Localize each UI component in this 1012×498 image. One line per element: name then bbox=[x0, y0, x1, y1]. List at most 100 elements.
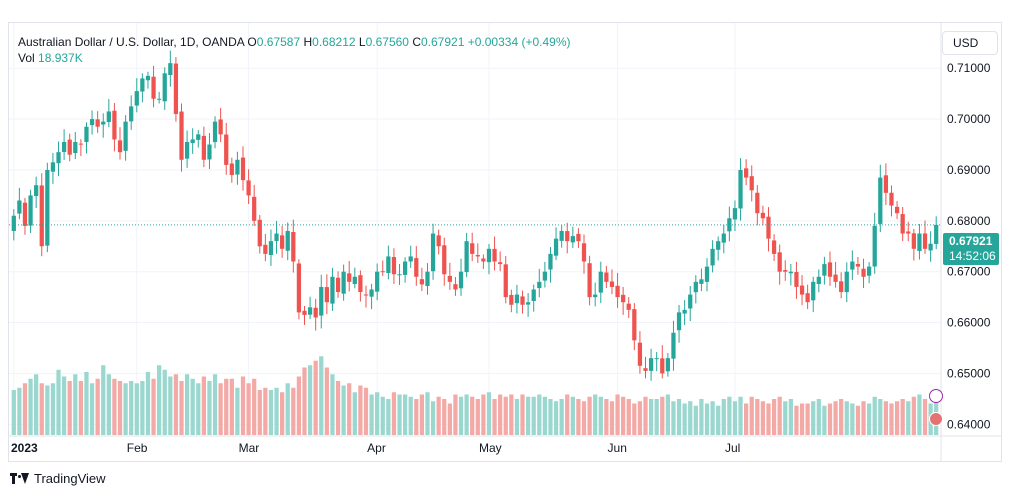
volume-bar bbox=[436, 396, 441, 435]
volume-bar bbox=[375, 392, 380, 435]
volume-bar bbox=[274, 387, 279, 435]
volume-bar bbox=[246, 383, 251, 435]
candle-body bbox=[335, 277, 341, 293]
candle-body bbox=[229, 163, 234, 176]
candle-body bbox=[794, 271, 799, 287]
volume-bar bbox=[794, 405, 799, 435]
open-label: O bbox=[247, 35, 257, 49]
volume-bar bbox=[688, 401, 693, 435]
volume-bar bbox=[22, 383, 28, 435]
candle-body bbox=[151, 76, 156, 99]
candle-body bbox=[34, 185, 39, 197]
candle-body bbox=[313, 307, 318, 318]
volume-bar bbox=[850, 403, 855, 435]
volume-bar bbox=[682, 403, 687, 435]
volume-bar bbox=[39, 383, 44, 435]
volume-bar bbox=[805, 403, 810, 435]
volume-bar bbox=[414, 399, 419, 435]
candle-body bbox=[274, 233, 279, 242]
change-value: +0.00334 (+0.49%) bbox=[467, 35, 571, 49]
volume-bar bbox=[565, 394, 570, 435]
candle-body bbox=[553, 238, 559, 256]
candlestick-chart[interactable]: 0.71000 0.70000 0.69000 0.68000 0.67000 0.660… bbox=[9, 23, 1001, 461]
candle-body bbox=[129, 106, 134, 122]
volume-bar bbox=[632, 403, 637, 435]
candle-body bbox=[95, 119, 100, 127]
volume-bar bbox=[123, 383, 128, 435]
candle-body bbox=[537, 281, 542, 289]
candle-body bbox=[101, 121, 106, 125]
event-marker-icon[interactable] bbox=[929, 389, 943, 403]
y-tick-label: 0.66000 bbox=[947, 316, 991, 330]
volume-bar bbox=[67, 381, 72, 435]
candle-body bbox=[693, 281, 698, 293]
volume-bar bbox=[252, 378, 257, 435]
candle-body bbox=[581, 243, 587, 262]
volume-bar bbox=[732, 401, 738, 435]
candle-body bbox=[123, 121, 128, 151]
volume-bar bbox=[498, 394, 503, 435]
candle-body bbox=[481, 258, 486, 262]
volume-bar bbox=[425, 392, 430, 435]
volume-bar bbox=[352, 392, 357, 435]
candle-body bbox=[906, 231, 911, 234]
bar-countdown: 14:52:06 bbox=[949, 249, 996, 263]
candle-body bbox=[682, 309, 687, 314]
volume-bar bbox=[861, 401, 866, 435]
candle-body bbox=[207, 144, 212, 160]
candle-body bbox=[224, 134, 229, 165]
close-value: 0.67921 bbox=[421, 35, 465, 49]
symbol-title: Australian Dollar / U.S. Dollar, 1D, OAN… bbox=[18, 35, 245, 49]
x-tick-label: Jun bbox=[608, 441, 627, 455]
volume-legend: Vol 18.937K bbox=[18, 51, 83, 65]
candle-body bbox=[201, 135, 206, 160]
volume-bar bbox=[654, 399, 659, 435]
candle-body bbox=[470, 243, 475, 254]
last-price-tag: 0.67921 14:52:06 bbox=[943, 233, 999, 265]
volume-bar bbox=[307, 365, 313, 435]
volume-bar bbox=[671, 401, 676, 435]
volume-bar bbox=[140, 381, 145, 435]
volume-bar bbox=[889, 403, 894, 435]
candle-body bbox=[140, 78, 145, 92]
flag-icon[interactable] bbox=[929, 412, 943, 426]
candle-body bbox=[324, 287, 329, 303]
candle-body bbox=[816, 276, 821, 284]
candle-body bbox=[56, 152, 61, 164]
candle-body bbox=[570, 236, 575, 243]
candle-body bbox=[157, 98, 162, 100]
volume-bar bbox=[268, 390, 274, 435]
volume-bar bbox=[224, 378, 229, 435]
candle-body bbox=[704, 266, 710, 282]
tradingview-brand[interactable]: TradingView bbox=[10, 471, 106, 486]
x-tick-label: Apr bbox=[367, 441, 386, 455]
volume-bar bbox=[626, 399, 631, 435]
currency-button[interactable]: USD bbox=[942, 31, 998, 55]
volume-bar bbox=[240, 376, 246, 435]
candle-body bbox=[514, 294, 520, 304]
volume-bar bbox=[883, 401, 889, 435]
candle-body bbox=[777, 252, 782, 272]
volume-bar bbox=[660, 396, 665, 435]
candle-body bbox=[660, 358, 665, 374]
volume-bar bbox=[464, 394, 469, 435]
candle-body bbox=[844, 271, 849, 293]
volume-bar bbox=[106, 374, 111, 435]
volume-bar bbox=[531, 396, 536, 435]
volume-bar bbox=[716, 405, 721, 435]
volume-bar bbox=[78, 381, 84, 435]
candle-body bbox=[22, 202, 28, 226]
tradingview-logo-icon bbox=[10, 473, 29, 484]
candle-body bbox=[626, 303, 631, 310]
volume-bar bbox=[34, 374, 39, 435]
volume-bar bbox=[257, 390, 262, 435]
volume-bar bbox=[73, 374, 78, 435]
volume-bar bbox=[771, 399, 777, 435]
volume-bar bbox=[788, 399, 793, 435]
candle-body bbox=[257, 219, 262, 247]
candle-body bbox=[50, 162, 56, 172]
volume-bar bbox=[201, 376, 206, 435]
volume-bar bbox=[621, 396, 626, 435]
volume-bar bbox=[615, 394, 620, 435]
low-value: 0.67560 bbox=[365, 35, 409, 49]
